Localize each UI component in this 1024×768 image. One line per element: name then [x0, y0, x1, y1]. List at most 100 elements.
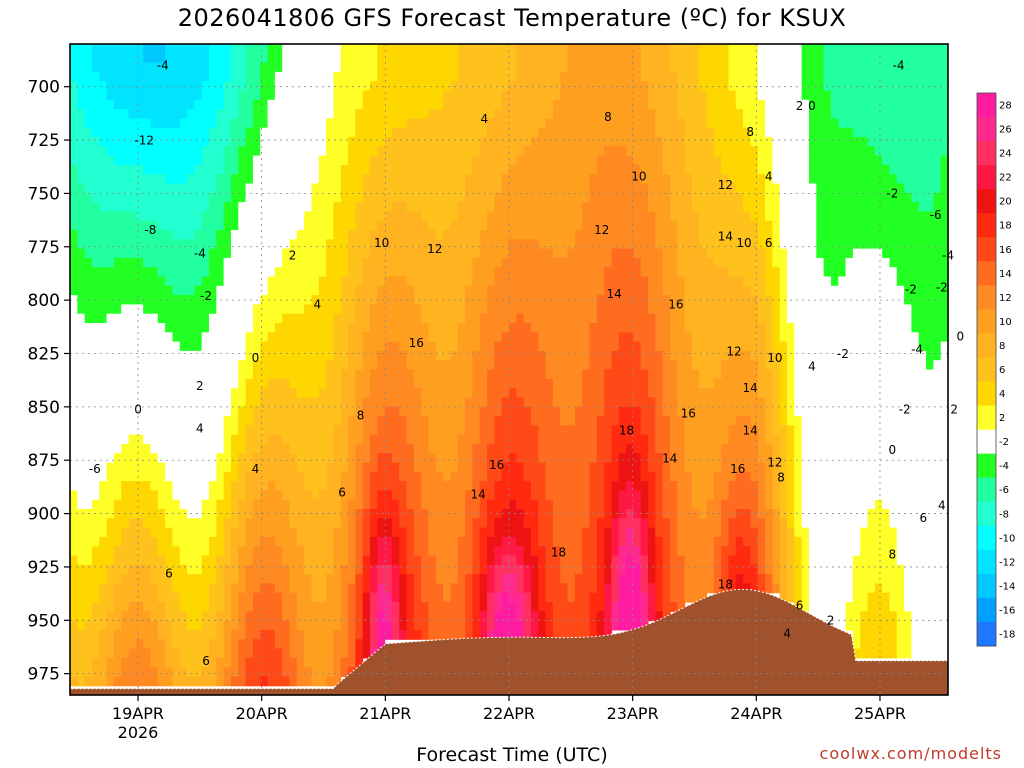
credit-label: coolwx.com/modelts	[819, 744, 1002, 763]
colorbar-swatch	[977, 189, 996, 214]
colorbar: 28 26 24 22 20 18 16 14 12 10 8 6 4 2 -2 -4 -6 -8 -10 -12 -1…	[976, 92, 1015, 647]
contour-label: 4	[196, 421, 204, 435]
contour-label: 14	[606, 287, 621, 301]
colorbar-swatch	[977, 477, 996, 503]
contour-label: 8	[604, 110, 612, 124]
colorbar-swatch	[977, 357, 996, 382]
contour-label: 14	[470, 488, 485, 502]
contour-label: -2	[899, 402, 911, 416]
contour-label: 4	[808, 360, 816, 374]
contour-label: -6	[930, 208, 942, 222]
contour-label: 2	[950, 402, 958, 416]
contour-label: 4	[938, 498, 946, 512]
contour-label: 6	[165, 567, 173, 581]
contour-label: 0	[957, 330, 965, 344]
y-tick-label: 875	[28, 451, 60, 471]
contour-label: 10	[767, 351, 782, 365]
contour-label: -4	[157, 59, 169, 73]
contour-label: 16	[730, 462, 745, 476]
contour-label: -2	[886, 187, 898, 201]
contour-label: -2	[905, 283, 917, 297]
colorbar-swatch	[977, 117, 996, 142]
contour-label: 0	[889, 443, 897, 457]
contour-label: 16	[668, 298, 683, 312]
contour-label: -6	[89, 462, 101, 476]
colorbar-swatch	[977, 309, 996, 334]
colorbar-label: 4	[999, 389, 1005, 400]
grid	[70, 44, 948, 695]
contour-label: 0	[808, 99, 816, 113]
contour-label: 4	[765, 170, 773, 184]
y-tick-label: 925	[28, 558, 60, 578]
contour-label: -4	[911, 342, 923, 356]
contour-label: 16	[409, 336, 424, 350]
colorbar-label: -14	[999, 581, 1015, 592]
colorbar-swatch	[977, 573, 996, 599]
y-tick-label: 800	[28, 291, 60, 311]
contour-label: 14	[662, 451, 677, 465]
contour-label: -12	[134, 133, 154, 147]
colorbar-swatch	[977, 525, 996, 551]
colorbar-label: -16	[999, 605, 1015, 616]
colorbar-swatch	[977, 213, 996, 238]
colorbar-swatch	[977, 333, 996, 358]
colorbar-label: 28	[999, 101, 1012, 112]
colorbar-label: 8	[999, 341, 1005, 352]
y-tick-label: 700	[28, 78, 60, 98]
colorbar-swatch	[977, 501, 996, 527]
x-tick-label: 21APR	[359, 704, 411, 723]
contour-label: 10	[736, 236, 751, 250]
y-tick-label: 850	[28, 398, 60, 418]
x-tick-label: 24APR	[730, 704, 782, 723]
colorbar-swatch	[977, 141, 996, 166]
y-tick-label: 950	[28, 611, 60, 631]
colorbar-label: -4	[999, 461, 1009, 472]
contour-label: 16	[681, 407, 696, 421]
colorbar-label: 12	[999, 293, 1012, 304]
contour-label: 16	[489, 458, 504, 472]
colorbar-label: -12	[999, 557, 1015, 568]
contour-label: 14	[743, 381, 758, 395]
x-tick-label: 19APR	[112, 704, 164, 723]
colorbar-label: 10	[999, 317, 1012, 328]
contour-label: -2	[837, 347, 849, 361]
colorbar-swatch	[977, 597, 996, 623]
contour-label: 14	[718, 229, 733, 243]
contour-label: 2	[289, 249, 297, 263]
colorbar-swatch	[977, 261, 996, 286]
y-tick-label: 725	[28, 131, 60, 151]
x-tick-label: 25APR	[854, 704, 906, 723]
contour-label: 10	[631, 170, 646, 184]
colorbar-swatch	[977, 285, 996, 310]
contour-label: 12	[718, 178, 733, 192]
colorbar-label: 2	[999, 413, 1005, 424]
contour-label: 8	[889, 547, 897, 561]
colorbar-swatch	[977, 93, 996, 118]
colorbar-label: 22	[999, 173, 1012, 184]
colorbar-swatch	[977, 549, 996, 575]
contour-label: 6	[919, 511, 927, 525]
contour-label: 4	[314, 298, 322, 312]
contour-label: 8	[357, 409, 365, 423]
contour-label: 12	[427, 242, 442, 256]
contour-label: 14	[743, 424, 758, 438]
colorbar-swatch	[977, 621, 996, 647]
contour-label: 6	[765, 236, 773, 250]
x-axis-label: Forecast Time (UTC)	[416, 744, 608, 766]
colorbar-label: 18	[999, 221, 1012, 232]
contour-label: -8	[144, 223, 156, 237]
colorbar-label: 20	[999, 197, 1012, 208]
contour-label: -2	[200, 289, 212, 303]
y-tick-label: 975	[28, 665, 60, 685]
contour-label: 18	[718, 577, 733, 591]
colorbar-label: 24	[999, 149, 1012, 160]
terrain	[69, 588, 949, 696]
contour-label: 2	[196, 379, 204, 393]
colorbar-label: 16	[999, 245, 1012, 256]
colorbar-swatch	[977, 453, 996, 479]
contour-label: 8	[777, 471, 785, 485]
colorbar-swatch	[977, 429, 996, 455]
contour-label: 2	[796, 99, 804, 113]
contour-label: 18	[551, 545, 566, 559]
